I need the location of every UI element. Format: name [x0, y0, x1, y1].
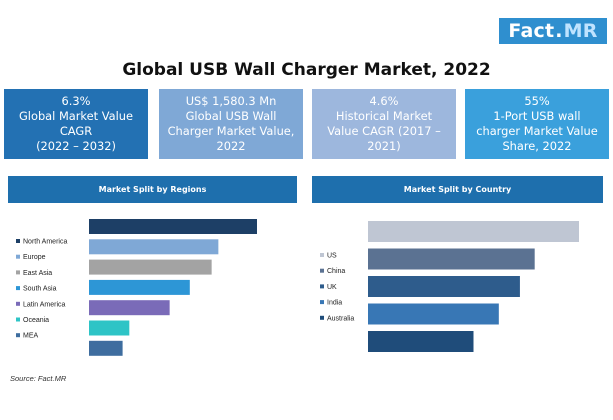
- stat-line: 2021): [367, 139, 401, 153]
- regions-legend-label: MEA: [23, 333, 39, 340]
- stat-line: CAGR: [59, 124, 93, 138]
- stat-line: Global USB Wall: [185, 109, 277, 123]
- stat-line: Charger Market Value,: [167, 124, 295, 138]
- regions-bar-oceania: [89, 320, 130, 336]
- stat-card-port-share: 55% 1-Port USB wall charger Market Value…: [465, 89, 609, 159]
- regions-bar-europe: [89, 239, 219, 255]
- regions-legend-swatch: [16, 317, 20, 322]
- regions-bar-latin-america: [89, 300, 170, 316]
- regions-legend-label: Oceania: [23, 317, 49, 324]
- country-bar-australia: [368, 331, 474, 352]
- country-legend-label: UK: [327, 284, 337, 291]
- country-legend-label: India: [327, 300, 342, 307]
- stat-line: charger Market Value: [476, 124, 598, 138]
- regions-legend-swatch: [16, 270, 20, 275]
- stat-card-market-value: US$ 1,580.3 Mn Global USB Wall Charger M…: [159, 89, 303, 159]
- stat-line: Share, 2022: [502, 139, 572, 153]
- logo-suffix: MR: [563, 20, 598, 42]
- regions-bar-mea: [89, 340, 123, 356]
- stat-card-cagr: 6.3% Global Market Value CAGR (2022 – 20…: [4, 89, 148, 159]
- stat-line: 1-Port USB wall: [493, 109, 581, 123]
- stat-line: 55%: [524, 94, 550, 108]
- country-legend-label: China: [327, 268, 345, 275]
- regions-legend-swatch: [16, 333, 20, 338]
- stat-line: 4.6%: [369, 94, 399, 108]
- stat-line: (2022 – 2032): [36, 139, 116, 153]
- stat-line: Value CAGR (2017 –: [327, 124, 441, 138]
- regions-legend-swatch: [16, 301, 20, 306]
- country-bar-india: [368, 303, 499, 325]
- country-legend-label: Australia: [327, 315, 354, 322]
- regions-bar-north-america: [89, 219, 257, 234]
- factmr-logo: Fact. MR: [499, 18, 607, 44]
- country-bar-uk: [368, 276, 520, 297]
- country-section-header: Market Split by Country: [312, 176, 603, 203]
- regions-legend-label: Latin America: [23, 301, 66, 308]
- stat-card-historical-cagr: 4.6% Historical Market Value CAGR (2017 …: [312, 89, 456, 159]
- logo-brand: Fact: [508, 20, 555, 42]
- country-bar-china: [368, 248, 535, 270]
- stat-line: Historical Market: [335, 109, 433, 123]
- regions-legend-label: Europe: [23, 254, 46, 261]
- regions-legend-label: South Asia: [23, 286, 57, 293]
- logo-dot: .: [555, 20, 563, 42]
- country-legend-swatch: [320, 284, 324, 289]
- source-note: Source: Fact.MR: [10, 374, 67, 383]
- stat-line: Global Market Value: [18, 109, 133, 123]
- country-legend-swatch: [320, 268, 324, 273]
- stat-line: 6.3%: [61, 94, 91, 108]
- regions-legend-swatch: [16, 239, 20, 243]
- country-bar-us: [368, 221, 579, 242]
- stat-line: US$ 1,580.3 Mn: [185, 94, 277, 108]
- regions-bar-south-asia: [89, 279, 190, 295]
- regions-bar-east-asia: [89, 259, 212, 275]
- regions-section-header: Market Split by Regions: [8, 176, 297, 203]
- regions-legend-swatch: [16, 286, 20, 291]
- country-legend-swatch: [320, 300, 324, 305]
- regions-legend-swatch: [16, 254, 20, 259]
- regions-legend-label: North America: [23, 239, 67, 246]
- infographic-title: Global USB Wall Charger Market, 2022: [122, 60, 491, 80]
- country-legend-label: US: [327, 253, 337, 260]
- country-legend-swatch: [320, 315, 324, 320]
- regions-legend-label: East Asia: [23, 270, 52, 277]
- stat-line: 2022: [216, 139, 246, 153]
- country-legend-swatch: [320, 253, 324, 257]
